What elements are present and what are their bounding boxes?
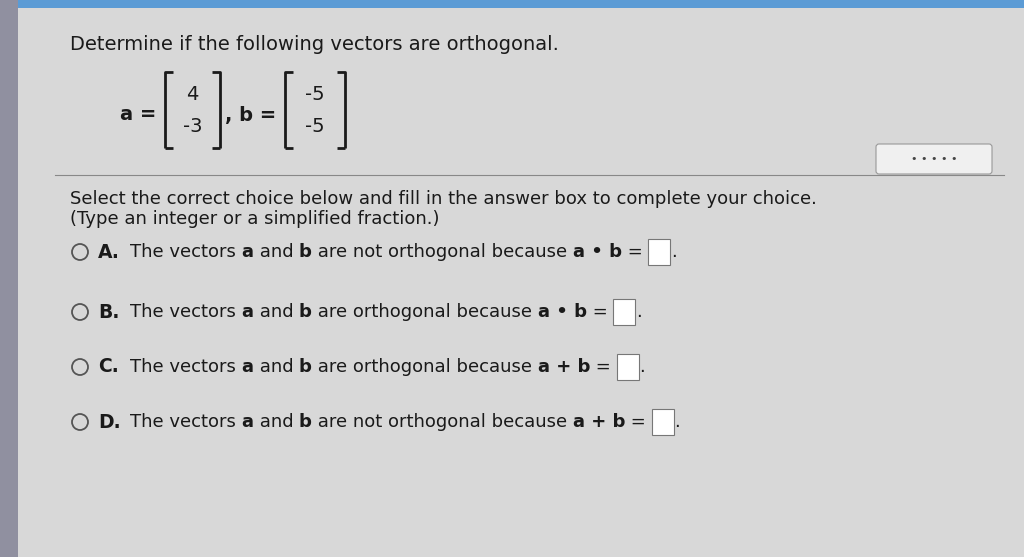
Text: a + b: a + b <box>572 413 625 431</box>
Bar <box>0 0 18 557</box>
Text: .: . <box>636 303 642 321</box>
Text: The vectors: The vectors <box>130 243 242 261</box>
Text: Determine if the following vectors are orthogonal.: Determine if the following vectors are o… <box>70 35 559 54</box>
Text: and: and <box>254 243 299 261</box>
Text: .: . <box>675 413 680 431</box>
Text: are orthogonal because: are orthogonal because <box>312 358 538 376</box>
Text: The vectors: The vectors <box>130 413 242 431</box>
Text: and: and <box>254 413 299 431</box>
Bar <box>651 409 674 435</box>
Text: =: = <box>590 358 616 376</box>
Text: The vectors: The vectors <box>130 303 242 321</box>
Text: =: = <box>625 413 651 431</box>
Text: a: a <box>242 303 254 321</box>
Bar <box>613 299 635 325</box>
Text: and: and <box>254 358 299 376</box>
Bar <box>616 354 639 380</box>
Text: The vectors: The vectors <box>130 358 242 376</box>
Text: b: b <box>299 358 312 376</box>
Text: • • • • •: • • • • • <box>910 154 957 164</box>
FancyBboxPatch shape <box>876 144 992 174</box>
Text: a • b: a • b <box>538 303 587 321</box>
Text: a + b: a + b <box>538 358 590 376</box>
Text: =: = <box>622 243 648 261</box>
Text: 4: 4 <box>186 85 199 104</box>
Text: C.: C. <box>98 358 119 377</box>
Bar <box>648 239 671 265</box>
Text: b: b <box>299 413 312 431</box>
Text: .: . <box>672 243 677 261</box>
Text: B.: B. <box>98 302 120 321</box>
Text: are orthogonal because: are orthogonal because <box>312 303 538 321</box>
Text: a: a <box>242 358 254 376</box>
Text: .: . <box>640 358 645 376</box>
Text: -3: -3 <box>182 116 203 135</box>
Text: D.: D. <box>98 413 121 432</box>
Text: are not orthogonal because: are not orthogonal because <box>312 243 572 261</box>
Text: Select the correct choice below and fill in the answer box to complete your choi: Select the correct choice below and fill… <box>70 190 817 208</box>
Text: , b =: , b = <box>225 105 276 125</box>
Text: a • b: a • b <box>572 243 622 261</box>
Text: a: a <box>242 243 254 261</box>
Bar <box>0 0 1024 8</box>
Text: -5: -5 <box>305 85 325 104</box>
Text: b: b <box>299 303 312 321</box>
Text: (Type an integer or a simplified fraction.): (Type an integer or a simplified fractio… <box>70 210 439 228</box>
Text: a =: a = <box>120 105 157 125</box>
Text: =: = <box>587 303 613 321</box>
Text: A.: A. <box>98 242 120 261</box>
Text: and: and <box>254 303 299 321</box>
Text: b: b <box>299 243 312 261</box>
Text: a: a <box>242 413 254 431</box>
Text: are not orthogonal because: are not orthogonal because <box>312 413 572 431</box>
Text: -5: -5 <box>305 116 325 135</box>
